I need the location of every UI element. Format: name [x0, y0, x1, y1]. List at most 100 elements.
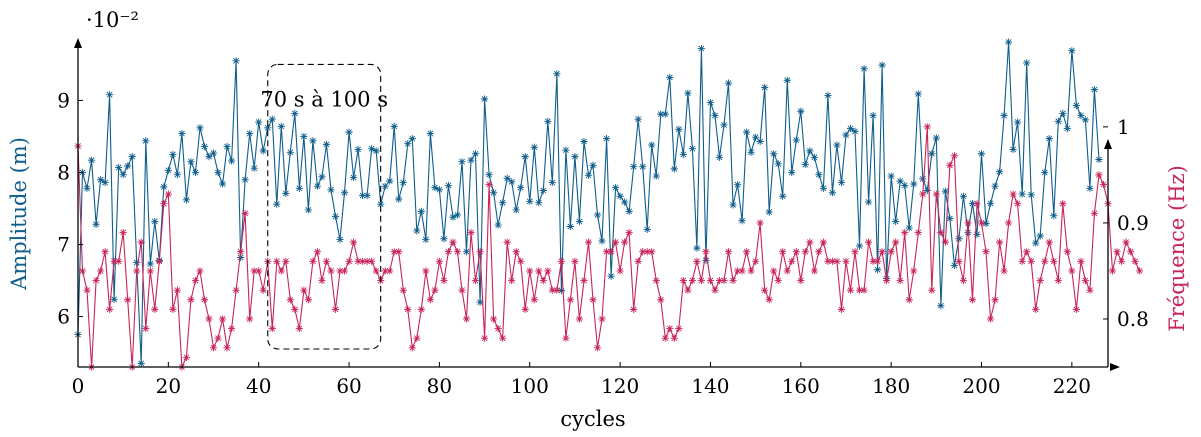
data-point: [589, 161, 597, 169]
data-point: [675, 125, 683, 133]
data-point: [986, 315, 995, 323]
data-point: [1126, 248, 1135, 256]
data-point: [96, 176, 105, 184]
data-point: [1117, 257, 1126, 265]
series-line: [77, 41, 1100, 364]
data-point: [679, 150, 687, 159]
data-point: [774, 160, 782, 168]
data-point: [1045, 238, 1053, 246]
data-point: [1063, 124, 1071, 133]
data-point: [855, 286, 864, 294]
data-point: [932, 190, 940, 198]
data-point: [277, 267, 285, 275]
data-point: [991, 182, 999, 190]
data-point: [684, 89, 692, 97]
x-tick-label: 20: [156, 374, 181, 398]
data-point: [779, 248, 787, 256]
data-point: [87, 156, 96, 164]
data-point: [399, 286, 407, 294]
data-point: [598, 237, 606, 245]
data-point: [322, 257, 331, 265]
data-point: [1036, 232, 1044, 240]
data-point: [557, 257, 565, 265]
data-point: [526, 197, 534, 205]
data-point: [815, 248, 823, 256]
data-point: [1032, 305, 1040, 313]
data-point: [119, 171, 127, 179]
data-point: [96, 267, 105, 275]
data-point: [842, 131, 850, 139]
data-point: [964, 219, 972, 227]
data-point: [169, 305, 177, 313]
data-point: [142, 324, 150, 333]
data-point: [973, 200, 981, 208]
data-point: [480, 95, 489, 103]
data-point: [449, 238, 457, 246]
data-point: [462, 315, 471, 323]
data-point: [941, 187, 949, 195]
data-point: [1072, 101, 1080, 110]
data-point: [372, 147, 380, 155]
data-point: [761, 83, 769, 92]
data-point: [417, 305, 425, 313]
data-point: [349, 173, 358, 182]
data-point: [652, 276, 660, 285]
data-point: [602, 135, 611, 143]
data-point: [950, 261, 959, 270]
data-point: [368, 257, 376, 265]
data-point: [1090, 86, 1099, 94]
data-point: [309, 137, 317, 145]
data-point: [1005, 219, 1013, 227]
data-point: [182, 196, 191, 204]
x-tick-label: 100: [511, 374, 549, 398]
data-point: [828, 257, 837, 265]
data-point: [408, 135, 416, 143]
data-point: [783, 267, 791, 275]
data-point: [982, 220, 990, 228]
data-point: [765, 296, 773, 304]
data-point: [227, 157, 236, 165]
data-point: [837, 305, 846, 313]
data-point: [688, 276, 696, 285]
data-point: [797, 107, 805, 115]
data-point: [345, 128, 353, 136]
data-point: [368, 145, 376, 153]
data-point: [1081, 116, 1090, 124]
data-point: [83, 286, 91, 294]
data-point: [675, 324, 683, 333]
data-point: [146, 260, 154, 268]
data-point: [413, 227, 421, 235]
x-ticks: 0 20 40 60 80 100 120 140 160 180 200 220: [72, 362, 1091, 398]
data-point: [327, 267, 335, 275]
data-point: [295, 184, 303, 192]
data-point: [196, 267, 204, 275]
data-point: [83, 184, 91, 192]
data-point: [548, 178, 556, 187]
data-point: [896, 276, 904, 285]
data-point: [666, 324, 674, 333]
data-point: [955, 235, 963, 243]
data-point: [503, 174, 511, 182]
data-point: [101, 248, 109, 256]
data-point: [205, 153, 213, 161]
data-point: [1014, 118, 1022, 126]
data-point: [752, 257, 760, 265]
data-point: [232, 286, 240, 294]
data-point: [426, 296, 434, 304]
data-point: [738, 217, 746, 225]
x-axis-arrow: [1110, 363, 1120, 371]
data-point: [304, 296, 312, 304]
data-point: [634, 257, 642, 265]
data-point: [223, 344, 231, 352]
data-point: [521, 153, 529, 161]
data-point: [670, 334, 678, 342]
data-point: [901, 228, 909, 237]
data-point: [733, 181, 742, 189]
data-point: [720, 276, 728, 285]
data-point: [377, 200, 385, 208]
data-point: [142, 137, 150, 145]
data-point: [828, 189, 837, 197]
data-point: [191, 168, 200, 177]
data-point: [268, 324, 276, 333]
data-point: [580, 137, 588, 146]
